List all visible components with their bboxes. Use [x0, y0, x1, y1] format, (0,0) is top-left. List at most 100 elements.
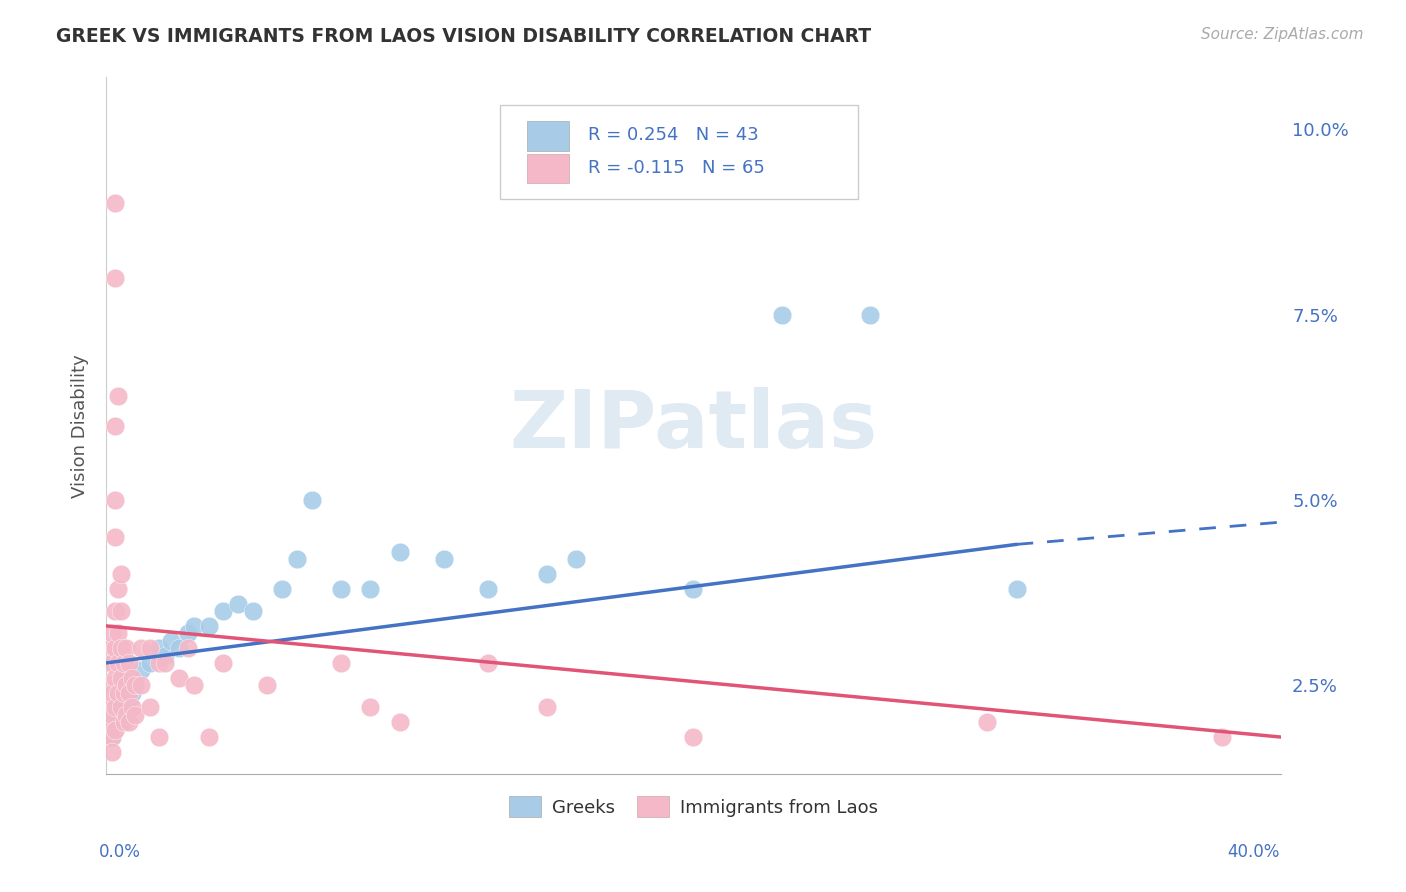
Point — [97, 723, 120, 737]
Point — [104, 270, 127, 285]
Point — [104, 641, 127, 656]
Point — [536, 700, 558, 714]
Point — [226, 597, 249, 611]
Point — [1211, 730, 1233, 744]
Point — [197, 730, 219, 744]
Point — [329, 582, 352, 596]
Point — [770, 308, 793, 322]
Point — [110, 604, 132, 618]
Point — [110, 715, 132, 730]
Point — [148, 641, 170, 656]
Point — [129, 664, 152, 678]
Point — [115, 707, 138, 722]
Point — [101, 707, 124, 722]
Point — [104, 700, 127, 714]
Point — [329, 656, 352, 670]
Text: ZIPatlas: ZIPatlas — [509, 387, 877, 465]
Point — [115, 641, 138, 656]
Point — [212, 656, 235, 670]
Point — [976, 715, 998, 730]
Point — [104, 492, 127, 507]
Point — [107, 582, 129, 596]
Point — [139, 641, 162, 656]
Point — [285, 552, 308, 566]
Point — [118, 685, 141, 699]
Point — [107, 715, 129, 730]
Point — [97, 715, 120, 730]
Point — [129, 678, 152, 692]
Point — [104, 723, 127, 737]
Point — [169, 641, 191, 656]
Point — [101, 626, 124, 640]
Point — [107, 389, 129, 403]
Point — [477, 582, 499, 596]
Point — [177, 626, 200, 640]
Point — [97, 700, 120, 714]
Point — [101, 730, 124, 744]
Point — [682, 582, 704, 596]
Point — [101, 685, 124, 699]
Point — [121, 685, 143, 699]
Point — [169, 671, 191, 685]
Point — [115, 678, 138, 692]
Point — [565, 552, 588, 566]
Point — [115, 678, 138, 692]
Point — [212, 604, 235, 618]
Point — [118, 693, 141, 707]
Legend: Greeks, Immigrants from Laos: Greeks, Immigrants from Laos — [502, 789, 886, 824]
Point — [118, 656, 141, 670]
Point — [115, 700, 138, 714]
Point — [682, 730, 704, 744]
Point — [159, 633, 181, 648]
Point — [124, 707, 146, 722]
Point — [110, 671, 132, 685]
Point — [359, 582, 381, 596]
Point — [124, 678, 146, 692]
Point — [97, 641, 120, 656]
Point — [139, 656, 162, 670]
Point — [148, 730, 170, 744]
Point — [177, 641, 200, 656]
Point — [101, 656, 124, 670]
Point — [388, 545, 411, 559]
Point — [859, 308, 882, 322]
Point — [359, 700, 381, 714]
Point — [153, 648, 176, 663]
Point — [388, 715, 411, 730]
Point — [97, 678, 120, 692]
Point — [197, 619, 219, 633]
Point — [256, 678, 278, 692]
Point — [104, 671, 127, 685]
Point — [118, 715, 141, 730]
Point — [110, 641, 132, 656]
Point — [104, 707, 127, 722]
Point — [124, 678, 146, 692]
Point — [107, 685, 129, 699]
Text: GREEK VS IMMIGRANTS FROM LAOS VISION DISABILITY CORRELATION CHART: GREEK VS IMMIGRANTS FROM LAOS VISION DIS… — [56, 27, 872, 45]
Point — [121, 700, 143, 714]
Point — [107, 700, 129, 714]
Point — [301, 492, 323, 507]
Point — [112, 715, 135, 730]
Point — [183, 678, 205, 692]
Point — [129, 641, 152, 656]
Point — [104, 418, 127, 433]
Point — [477, 656, 499, 670]
Point — [121, 671, 143, 685]
Point — [112, 685, 135, 699]
FancyBboxPatch shape — [499, 105, 858, 199]
Text: Source: ZipAtlas.com: Source: ZipAtlas.com — [1201, 27, 1364, 42]
Point — [101, 700, 124, 714]
Point — [107, 626, 129, 640]
FancyBboxPatch shape — [527, 121, 569, 151]
Point — [271, 582, 294, 596]
Point — [118, 671, 141, 685]
Point — [101, 730, 124, 744]
Text: R = 0.254   N = 43: R = 0.254 N = 43 — [588, 127, 758, 145]
Point — [110, 693, 132, 707]
Point — [110, 700, 132, 714]
Point — [1005, 582, 1028, 596]
Point — [153, 656, 176, 670]
Point — [104, 604, 127, 618]
Point — [110, 567, 132, 582]
